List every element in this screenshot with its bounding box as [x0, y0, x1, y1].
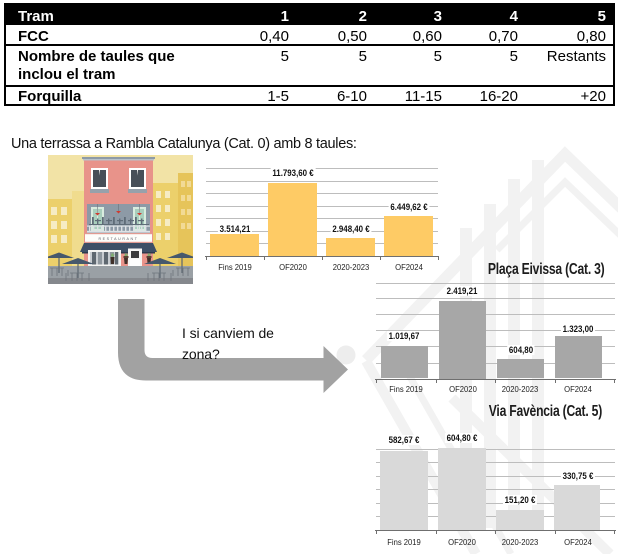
- svg-text:RESTAURANT: RESTAURANT: [98, 237, 138, 241]
